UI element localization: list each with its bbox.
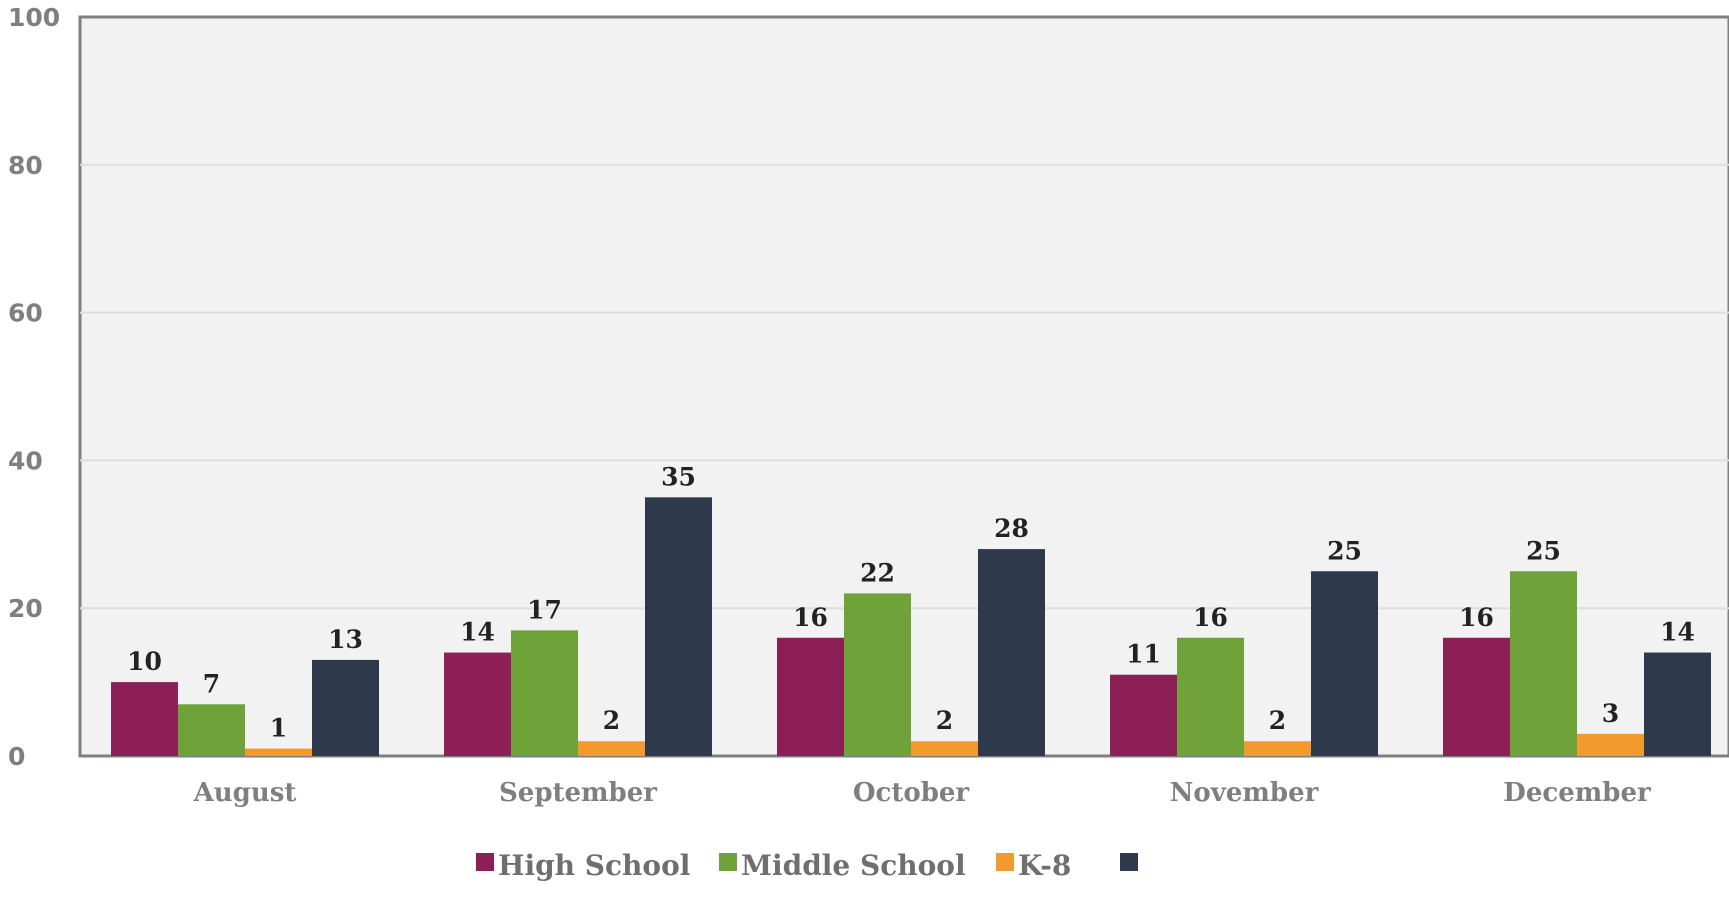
x-tick-label: November <box>1170 778 1319 808</box>
legend: High School Middle School K-8 <box>476 849 1138 882</box>
bar <box>1311 571 1378 756</box>
y-tick-label: 80 <box>8 151 43 180</box>
bar <box>245 748 312 756</box>
bar <box>1577 733 1644 756</box>
bar <box>511 630 578 756</box>
legend-swatch <box>476 853 494 871</box>
bar <box>645 497 712 756</box>
legend-swatch <box>996 853 1014 871</box>
y-tick-label: 60 <box>8 299 43 328</box>
legend-swatch <box>719 853 737 871</box>
data-label: 2 <box>603 706 620 735</box>
bar <box>111 682 178 756</box>
legend-label: Middle School <box>741 849 966 882</box>
data-label: 13 <box>328 625 363 654</box>
bar <box>1110 674 1177 756</box>
data-label: 2 <box>936 706 953 735</box>
bar <box>978 549 1045 756</box>
bar <box>1644 652 1711 756</box>
bar <box>578 741 645 756</box>
bar <box>911 741 978 756</box>
bar <box>178 704 245 756</box>
legend-label: High School <box>498 849 690 882</box>
x-tick-label: December <box>1503 778 1651 808</box>
data-label: 14 <box>460 618 495 647</box>
data-label: 35 <box>661 462 696 491</box>
y-tick-label: 40 <box>8 446 43 475</box>
bar <box>777 637 844 756</box>
bars <box>111 497 1711 756</box>
bar <box>1177 637 1244 756</box>
data-label: 3 <box>1602 699 1619 728</box>
x-axis: August September October November December <box>193 778 1651 808</box>
y-tick-label: 20 <box>8 594 43 623</box>
bar <box>312 659 379 756</box>
y-axis: 0 20 40 60 80 100 <box>8 3 60 771</box>
legend-swatch <box>1120 853 1138 871</box>
x-tick-label: October <box>853 778 970 808</box>
y-tick-label: 0 <box>8 742 25 771</box>
data-label: 11 <box>1126 640 1161 669</box>
data-label: 7 <box>203 669 220 698</box>
x-tick-label: August <box>193 778 297 808</box>
data-label: 25 <box>1526 536 1561 565</box>
bar <box>1244 741 1311 756</box>
bar <box>1443 637 1510 756</box>
data-label: 10 <box>127 647 162 676</box>
data-label: 17 <box>527 595 562 624</box>
data-label: 16 <box>793 603 828 632</box>
bar <box>844 593 911 756</box>
data-label: 28 <box>994 514 1029 543</box>
y-tick-label: 100 <box>8 3 60 32</box>
data-label: 25 <box>1327 536 1362 565</box>
bar <box>444 652 511 756</box>
bar <box>1510 571 1577 756</box>
data-label: 16 <box>1459 603 1494 632</box>
data-label: 2 <box>1269 706 1286 735</box>
legend-label: K-8 <box>1018 849 1071 882</box>
data-label: 16 <box>1193 603 1228 632</box>
data-label: 22 <box>860 558 895 587</box>
data-label: 14 <box>1660 618 1695 647</box>
data-label: 1 <box>270 714 287 743</box>
x-tick-label: September <box>499 778 657 808</box>
